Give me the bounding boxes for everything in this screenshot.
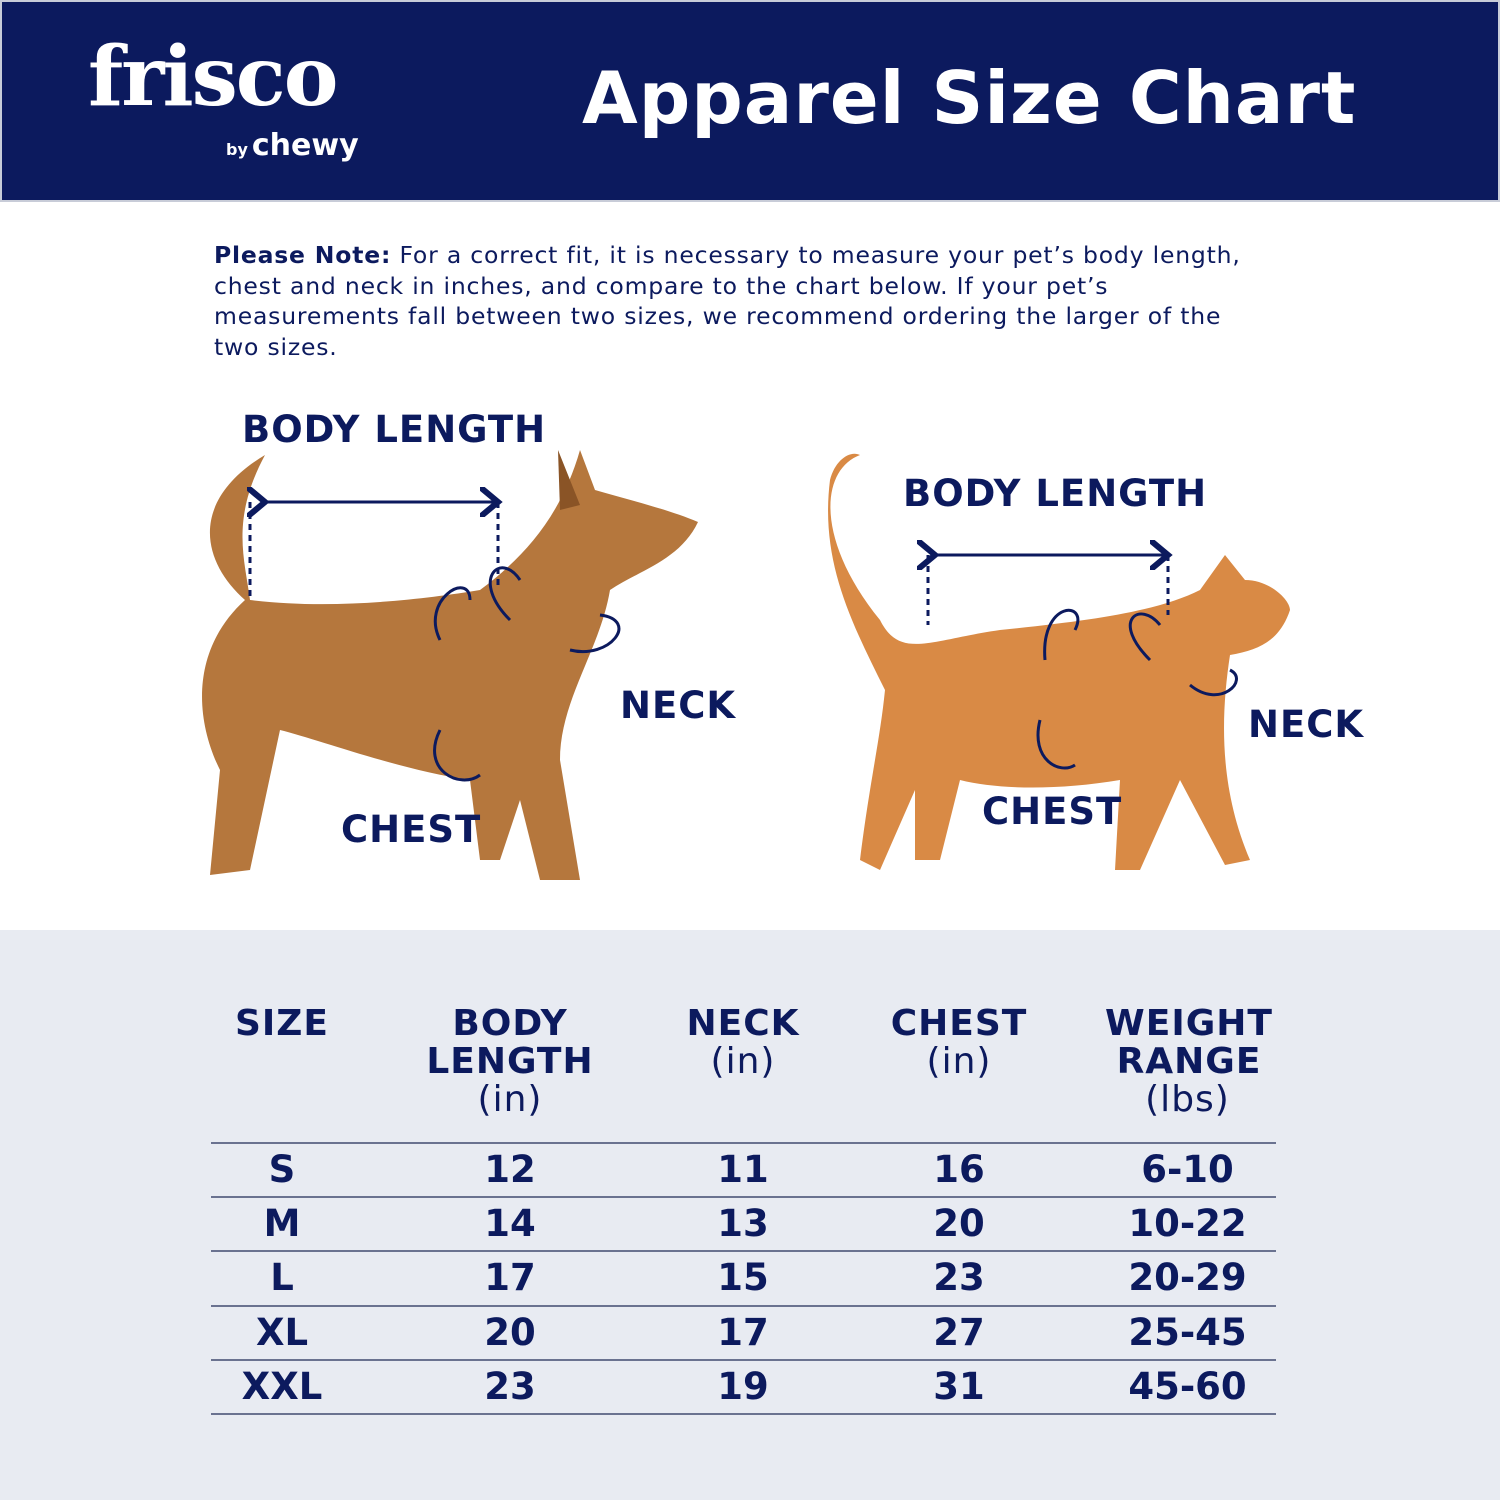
table-cell: 12 <box>484 1148 536 1192</box>
cat-chest-label: CHEST <box>982 790 1123 833</box>
table-cell: 11 <box>717 1148 769 1192</box>
header-weight-range: WEIGHT RANGE (lbs) <box>1105 1003 1273 1120</box>
table-row: L 17 15 23 20-29 <box>211 1252 1276 1307</box>
table-cell: L <box>270 1256 294 1300</box>
table-header-row: SIZE BODY LENGTH (in) NECK (in) CHEST (in) … <box>211 1005 1276 1144</box>
fit-note: Please Note: For a correct fit, it is ne… <box>214 241 1241 361</box>
table-cell: M <box>263 1202 301 1246</box>
dog-image <box>202 450 698 880</box>
header-body-length: BODY LENGTH (in) <box>426 1003 594 1120</box>
header-neck: NECK (in) <box>686 1003 800 1082</box>
table-cell: 17 <box>484 1256 536 1300</box>
frisco-logo: frisco by chewy <box>88 29 359 163</box>
header-banner: frisco by chewy Apparel Size Chart <box>0 0 1500 202</box>
dog-body-length-label: BODY LENGTH <box>242 408 547 451</box>
table-cell: 13 <box>717 1202 769 1246</box>
size-table: SIZE BODY LENGTH (in) NECK (in) CHEST (in) … <box>211 1005 1276 1415</box>
table-row: XL 20 17 27 25-45 <box>211 1307 1276 1361</box>
dog-chest-label: CHEST <box>341 808 482 851</box>
header-size: SIZE <box>234 1003 330 1044</box>
cat-image <box>828 453 1290 870</box>
table-cell: 27 <box>933 1310 985 1354</box>
table-cell: 20 <box>933 1202 985 1246</box>
table-cell: 10-22 <box>1128 1202 1247 1246</box>
page-title: Apparel Size Chart <box>582 56 1357 140</box>
table-cell: 14 <box>484 1202 536 1246</box>
table-cell: 45-60 <box>1128 1364 1247 1408</box>
table-row: XXL 23 19 31 45-60 <box>211 1361 1276 1415</box>
table-cell: 31 <box>933 1364 985 1408</box>
pet-measurement-illustration <box>202 450 1290 880</box>
table-cell: 23 <box>484 1364 536 1408</box>
table-cell: 16 <box>933 1148 985 1192</box>
table-cell: S <box>268 1148 296 1192</box>
table-cell: 25-45 <box>1128 1310 1247 1354</box>
measurement-arrows <box>250 502 1238 782</box>
table-cell: 23 <box>933 1256 985 1300</box>
table-cell: 17 <box>717 1310 769 1354</box>
table-cell: 6-10 <box>1141 1148 1234 1192</box>
table-row: M 14 13 20 10-22 <box>211 1198 1276 1253</box>
cat-body-length-label: BODY LENGTH <box>903 472 1208 515</box>
header-chest: CHEST (in) <box>890 1003 1028 1082</box>
table-cell: 20 <box>484 1310 536 1354</box>
table-cell: XXL <box>241 1364 323 1408</box>
table-cell: XL <box>255 1310 309 1354</box>
table-cell: 19 <box>717 1364 769 1408</box>
table-cell: 20-29 <box>1128 1256 1247 1300</box>
cat-neck-label: NECK <box>1248 703 1365 746</box>
dog-neck-label: NECK <box>620 684 737 727</box>
table-row: S 12 11 16 6-10 <box>211 1144 1276 1199</box>
table-cell: 15 <box>717 1256 769 1300</box>
table-section <box>0 930 1500 1500</box>
